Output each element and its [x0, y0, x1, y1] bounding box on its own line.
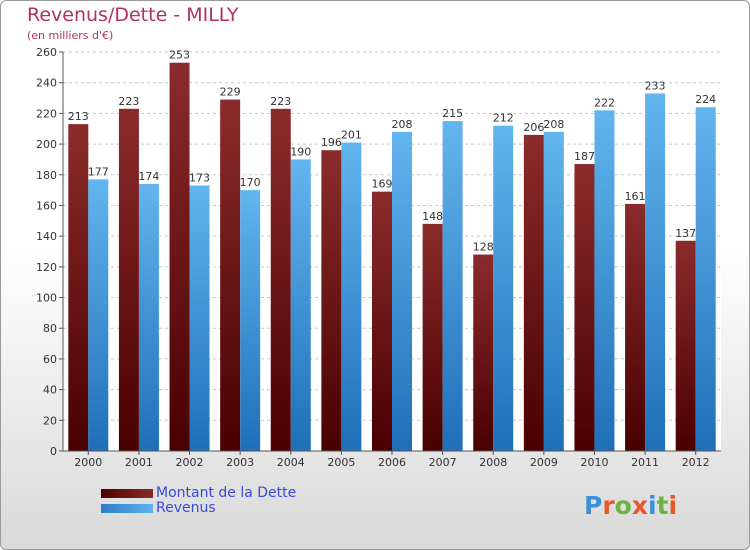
y-tick-label: 0 [50, 445, 57, 458]
data-label-revenus: 215 [442, 107, 463, 120]
bar-dette [574, 164, 595, 451]
y-tick-label: 40 [43, 384, 57, 397]
bar-dette [118, 108, 139, 452]
y-tick-label: 260 [36, 46, 57, 59]
x-tick-label: 2000 [74, 456, 102, 469]
bar-dette [270, 108, 291, 452]
y-tick-label: 60 [43, 353, 57, 366]
data-label-dette: 161 [625, 190, 646, 203]
bar-dette [625, 203, 646, 451]
x-tick-label: 2001 [125, 456, 153, 469]
bar-revenus [594, 110, 615, 452]
x-tick-label: 2007 [429, 456, 457, 469]
bar-dette [523, 134, 544, 451]
bar-revenus [290, 159, 311, 451]
data-label-revenus: 177 [88, 165, 109, 178]
logo-letter: o [614, 491, 632, 520]
bar-revenus [240, 190, 261, 451]
data-label-dette: 253 [169, 49, 190, 62]
data-label-revenus: 222 [594, 96, 615, 109]
y-tick-label: 180 [36, 169, 57, 182]
data-label-dette: 148 [422, 210, 443, 223]
y-tick-label: 100 [36, 292, 57, 305]
bar-revenus [493, 125, 514, 452]
data-label-revenus: 173 [189, 172, 210, 185]
x-tick-label: 2002 [176, 456, 204, 469]
x-tick-label: 2004 [277, 456, 305, 469]
bar-revenus [341, 142, 362, 452]
bar-dette [68, 124, 89, 451]
logo-letter: r [602, 491, 615, 520]
x-tick-label: 2012 [682, 456, 710, 469]
data-label-revenus: 174 [138, 170, 159, 183]
y-tick-label: 140 [36, 230, 57, 243]
data-label-dette: 187 [574, 150, 595, 163]
x-tick-label: 2009 [530, 456, 558, 469]
data-label-revenus: 190 [290, 145, 311, 158]
data-label-dette: 223 [118, 95, 139, 108]
y-tick-label: 80 [43, 322, 57, 335]
legend-label-dette: Montant de la Dette [156, 485, 297, 501]
chart-title: Revenus/Dette - MILLY [27, 4, 239, 26]
bar-dette [220, 99, 241, 452]
data-label-dette: 206 [523, 121, 544, 134]
bar-revenus [442, 121, 463, 452]
bar-revenus [189, 185, 210, 451]
logo-letter: i [648, 491, 657, 520]
y-tick-label: 200 [36, 138, 57, 151]
data-label-revenus: 208 [543, 118, 564, 131]
proxiti-logo: Proxiti [584, 491, 677, 520]
bar-dette [372, 191, 392, 451]
data-label-revenus: 208 [392, 118, 413, 131]
bar-dette [675, 240, 696, 451]
chart-subtitle: (en milliers d'€) [27, 29, 114, 42]
data-label-revenus: 212 [493, 112, 514, 125]
x-tick-label: 2006 [378, 456, 406, 469]
logo-letter: i [668, 491, 678, 520]
bar-revenus [138, 183, 159, 451]
data-label-revenus: 170 [240, 176, 261, 189]
y-tick-label: 120 [36, 261, 57, 274]
bar-dette [169, 62, 190, 451]
bar-dette [321, 150, 342, 451]
bar-revenus [543, 131, 564, 452]
logo-letter: t [656, 491, 669, 520]
data-label-dette: 223 [270, 95, 291, 108]
data-label-revenus: 201 [341, 129, 362, 142]
bar-revenus [645, 93, 666, 451]
bar-dette [422, 223, 443, 451]
x-tick-label: 2010 [580, 456, 608, 469]
y-tick-label: 220 [36, 107, 57, 120]
legend-swatch-dette [101, 489, 153, 498]
data-label-dette: 229 [220, 86, 241, 99]
bar-revenus [695, 107, 716, 451]
y-tick-label: 160 [36, 199, 57, 212]
bar-revenus [88, 179, 109, 451]
data-label-dette: 213 [68, 110, 89, 123]
legend-swatch-revenus [101, 504, 153, 513]
legend-label-revenus: Revenus [156, 500, 216, 516]
bar-dette [473, 254, 494, 451]
data-label-dette: 128 [473, 241, 494, 254]
x-tick-label: 2008 [479, 456, 507, 469]
logo-letter: x [631, 491, 648, 520]
bar-revenus [392, 131, 412, 452]
x-tick-label: 2011 [631, 456, 659, 469]
data-label-dette: 137 [675, 227, 696, 240]
y-tick-label: 240 [36, 77, 57, 90]
data-label-dette: 169 [372, 178, 393, 191]
data-label-revenus: 224 [695, 93, 716, 106]
data-label-revenus: 233 [645, 79, 666, 92]
logo-letter: P [584, 491, 603, 520]
x-tick-label: 2003 [226, 456, 254, 469]
x-tick-label: 2005 [327, 456, 355, 469]
y-tick-label: 20 [43, 414, 57, 427]
data-label-dette: 196 [321, 136, 342, 149]
